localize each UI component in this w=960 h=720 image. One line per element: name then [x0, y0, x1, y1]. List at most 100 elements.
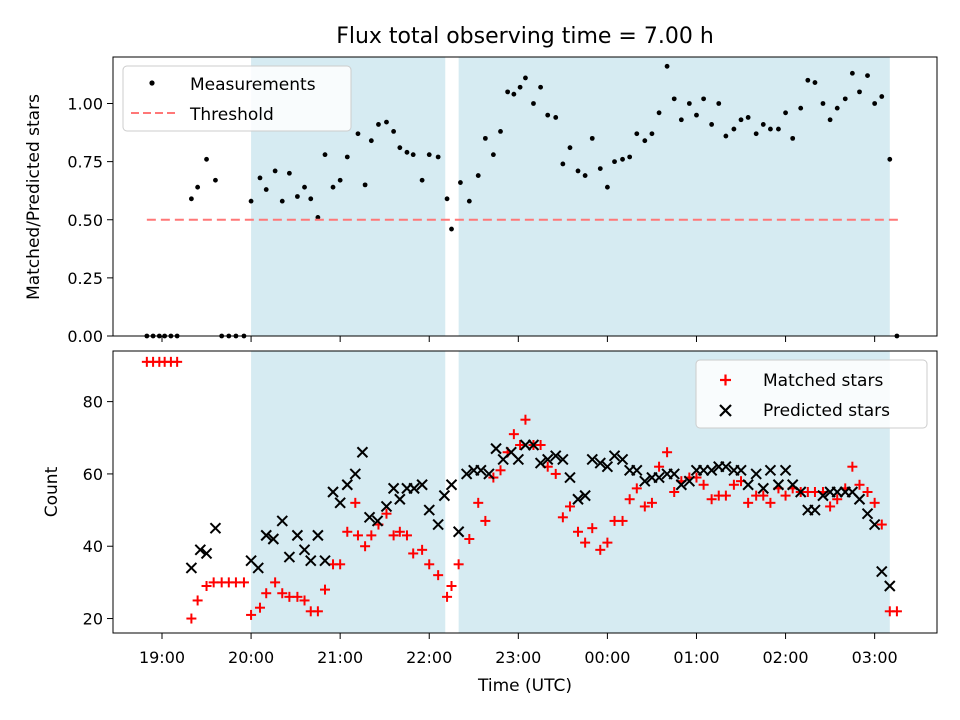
bottom-series-1-point-49: [579, 489, 591, 502]
bottom-series-0-point-45: [473, 497, 484, 508]
bottom-shaded-interval-0: [251, 351, 446, 633]
top-series-0-point-98: [872, 101, 878, 106]
bottom-series-1-point-86: [853, 493, 866, 505]
bottom-series-1-point-8: [276, 515, 288, 527]
bottom-series-1-point-54: [616, 453, 629, 466]
top-panel-frame: [112, 56, 938, 337]
bottom-series-0-point-70: [654, 461, 665, 472]
top-series-0-point-100: [887, 156, 893, 162]
bottom-series-1-point-61: [668, 468, 680, 480]
bottom-series-0-point-35: [394, 526, 405, 537]
bottom-series-0-point-71: [662, 447, 673, 458]
top-series-0-point-19: [286, 170, 292, 176]
bottom-series-0-point-31: [366, 530, 377, 541]
bottom-series-0-point-48: [495, 465, 506, 476]
bottom-ytick-label-1: 40: [83, 537, 103, 556]
bottom-series-0-point-97: [854, 479, 865, 490]
top-series-0-point-28: [355, 131, 361, 137]
bottom-series-1-point-22: [380, 500, 393, 513]
bottom-series-1-point-14: [319, 554, 331, 567]
xtick-label-0: 19:00: [139, 648, 185, 667]
bottom-series-0-point-5: [172, 356, 183, 367]
bottom-series-0-point-87: [780, 490, 791, 501]
top-series-0-point-55: [553, 115, 559, 120]
bottom-series-1-point-30: [438, 489, 451, 502]
top-shaded-interval-1: [458, 57, 890, 336]
xtick-label-1: 20:00: [228, 648, 274, 667]
top-series-0-point-33: [391, 129, 397, 134]
bottom-series-1-point-43: [534, 457, 547, 469]
bottom-series-1-point-51: [594, 457, 606, 469]
bottom-series-0-point-93: [825, 501, 836, 512]
bottom-series-1-point-88: [868, 518, 881, 531]
top-series-0-point-81: [745, 115, 751, 120]
top-legend: Measurements Threshold: [122, 65, 352, 132]
bottom-series-0-point-58: [564, 501, 575, 512]
legend-matched-marker: [720, 374, 731, 386]
top-series-0-point-53: [538, 84, 543, 90]
bottom-series-0-point-65: [617, 515, 628, 526]
bottom-series-0-point-79: [720, 490, 731, 501]
bottom-series-0-point-56: [550, 468, 561, 479]
bottom-series-0-point-41: [442, 591, 453, 602]
bottom-series-1-point-17: [341, 479, 353, 491]
bottom-series-1-point-3: [209, 522, 222, 534]
top-series-0-point-71: [671, 96, 677, 102]
bottom-series-1-point-1: [194, 544, 207, 556]
bottom-series-1-point-48: [572, 493, 584, 505]
xtick-label-7: 02:00: [763, 648, 809, 667]
bottom-series-1-point-36: [483, 468, 495, 480]
top-series-0-point-24: [322, 152, 328, 158]
x-axis-label: Time (UTC): [477, 676, 572, 696]
bottom-series-0-point-82: [743, 497, 754, 508]
bottom-series-1-point-29: [432, 518, 444, 531]
top-panel-ylabel: Matched/Predicted stars: [24, 94, 44, 300]
top-series-0-point-34: [397, 145, 403, 151]
bottom-series-0-point-100: [876, 519, 887, 530]
top-series-0-point-23: [315, 215, 321, 220]
bottom-series-0-point-80: [728, 479, 739, 490]
top-series-0-point-84: [768, 126, 773, 132]
top-series-0-point-27: [344, 154, 350, 160]
bottom-series-0-point-99: [869, 497, 880, 508]
top-series-0-point-76: [709, 122, 715, 127]
top-series-0-point-25: [330, 184, 336, 190]
legend-predicted-marker: [719, 404, 732, 417]
bottom-series-1-point-59: [653, 471, 665, 484]
bottom-series-1-point-57: [639, 475, 651, 487]
bottom-series-1-point-63: [683, 475, 696, 487]
bottom-series-0-point-59: [573, 526, 584, 537]
legend-measurements-marker: [149, 80, 155, 86]
bottom-series-0-point-66: [624, 494, 635, 505]
bottom-series-0-point-84: [758, 490, 769, 501]
bottom-series-1-point-89: [876, 565, 888, 578]
top-series-0-point-40: [444, 196, 450, 202]
top-series-0-point-88: [798, 105, 804, 111]
top-ytick-label-0: 0.00: [67, 327, 103, 346]
top-series-0-point-35: [404, 149, 410, 155]
bottom-series-1-point-81: [817, 489, 829, 502]
bottom-series-0-point-60: [580, 537, 591, 548]
top-series-0-point-85: [776, 126, 781, 132]
bottom-series-1-point-33: [460, 468, 473, 480]
bottom-series-1-point-16: [334, 497, 346, 509]
top-series-0-point-75: [701, 96, 707, 102]
bottom-series-1-point-37: [490, 442, 502, 455]
bottom-series-0-point-24: [320, 584, 331, 595]
top-series-0-point-61: [597, 166, 603, 172]
xtick-label-8: 03:00: [852, 648, 898, 667]
bottom-series-1-point-9: [283, 551, 296, 563]
bottom-series-1-point-26: [408, 482, 420, 495]
top-series-0-point-94: [842, 96, 848, 102]
top-series-0-point-6: [188, 196, 194, 202]
top-series-0-point-93: [834, 105, 840, 111]
bottom-series-1-point-45: [550, 450, 562, 462]
legend-measurements-label: Measurements: [190, 75, 316, 95]
top-panel-y-axis: 0.00 0.25 0.50 0.75 1.00: [67, 95, 113, 346]
top-series-0-point-78: [723, 133, 729, 139]
bottom-series-0-point-34: [388, 530, 399, 541]
bottom-series-1-point-2: [200, 547, 213, 560]
bottom-series-1-point-19: [356, 446, 369, 458]
bottom-series-1-point-11: [298, 544, 311, 556]
bottom-series-0-point-17: [270, 577, 281, 588]
